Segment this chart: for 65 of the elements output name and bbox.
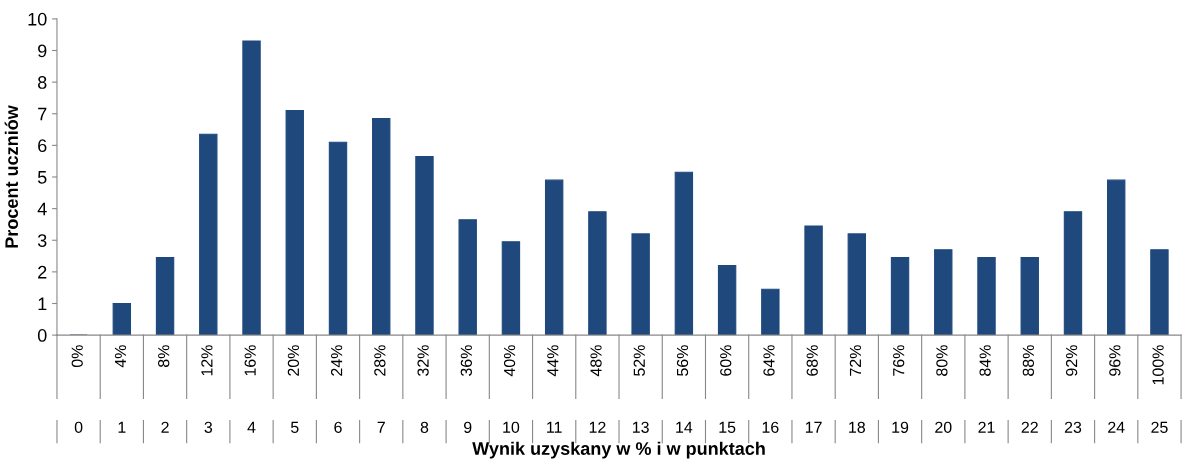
x-axis-title: Wynik uzyskany w % i w punktach xyxy=(472,441,765,459)
text: 24% xyxy=(330,345,343,376)
x-tick-label: 9 xyxy=(464,421,472,433)
y-tick-label: 0 xyxy=(37,329,47,342)
text: 0% xyxy=(71,345,83,368)
y-tick-label: 4 xyxy=(37,202,47,216)
x-tick-label: 19 xyxy=(892,421,909,433)
y-tick-label: 8 xyxy=(38,76,47,89)
x-tick-label: 14 xyxy=(676,421,693,433)
y-tick-label: 7 xyxy=(38,107,47,121)
x-tick-label: 8 xyxy=(420,421,429,433)
text: 48% xyxy=(590,345,602,377)
x-tick-label: 10 xyxy=(503,421,520,433)
x-tick-label: 15 xyxy=(719,421,736,433)
text: 80% xyxy=(936,345,948,376)
x-tick-label: 6 xyxy=(334,421,342,433)
x-tick-label: 17 xyxy=(805,421,822,433)
text: 56% xyxy=(676,345,689,376)
x-tick-label: 13 xyxy=(632,421,649,433)
text: 92% xyxy=(1065,345,1078,376)
x-tick-label: 25 xyxy=(1151,421,1168,433)
x-tick-label: 18 xyxy=(849,421,865,433)
text: 52% xyxy=(633,345,645,376)
text: 72% xyxy=(849,345,862,376)
x-tick-label: 20 xyxy=(935,421,952,433)
y-tick-label: 6 xyxy=(38,139,47,153)
x-tick-label: 2 xyxy=(161,421,169,433)
text: 76% xyxy=(893,345,905,376)
text: 44% xyxy=(547,345,559,377)
y-tick-label: 2 xyxy=(38,265,47,279)
x-tick-label: 23 xyxy=(1064,421,1082,433)
x-tick-label: 16 xyxy=(762,421,779,433)
x-tick-label: 22 xyxy=(1021,421,1038,433)
y-axis-title: Procent uczniów xyxy=(4,105,19,248)
y-tick-label: 10 xyxy=(28,12,47,26)
text: 68% xyxy=(806,345,818,376)
y-tick-label: 5 xyxy=(37,171,47,184)
text: 32% xyxy=(417,345,429,376)
text: 8% xyxy=(158,345,170,367)
text: 60% xyxy=(720,345,732,376)
text: 36% xyxy=(460,345,472,376)
x-tick-label: 11 xyxy=(547,421,562,433)
text: 100% xyxy=(1152,345,1164,385)
x-tick-label: 1 xyxy=(118,421,126,433)
x-tick-label: 7 xyxy=(377,421,385,433)
x-tick-label: 24 xyxy=(1108,421,1125,433)
text: 84% xyxy=(979,345,991,376)
text: 16% xyxy=(244,345,256,376)
x-tick-label: 3 xyxy=(204,421,213,433)
text: 20% xyxy=(287,345,300,376)
y-tick-label: 9 xyxy=(38,44,47,58)
x-tick-label: 21 xyxy=(978,421,995,433)
x-tick-label: 12 xyxy=(589,421,606,433)
text: 4% xyxy=(114,345,127,368)
x-tick-label: 0 xyxy=(74,421,83,433)
x-tick-label: 5 xyxy=(290,421,299,433)
text: 12% xyxy=(201,345,213,376)
y-tick-label: 3 xyxy=(37,234,47,247)
text: 28% xyxy=(374,345,386,376)
text: 96% xyxy=(1109,345,1121,376)
text: 64% xyxy=(763,345,775,376)
x-tick-label: 4 xyxy=(247,421,256,433)
y-tick-label: 1 xyxy=(38,297,47,311)
text: 88% xyxy=(1022,345,1035,376)
text: 40% xyxy=(503,345,516,377)
